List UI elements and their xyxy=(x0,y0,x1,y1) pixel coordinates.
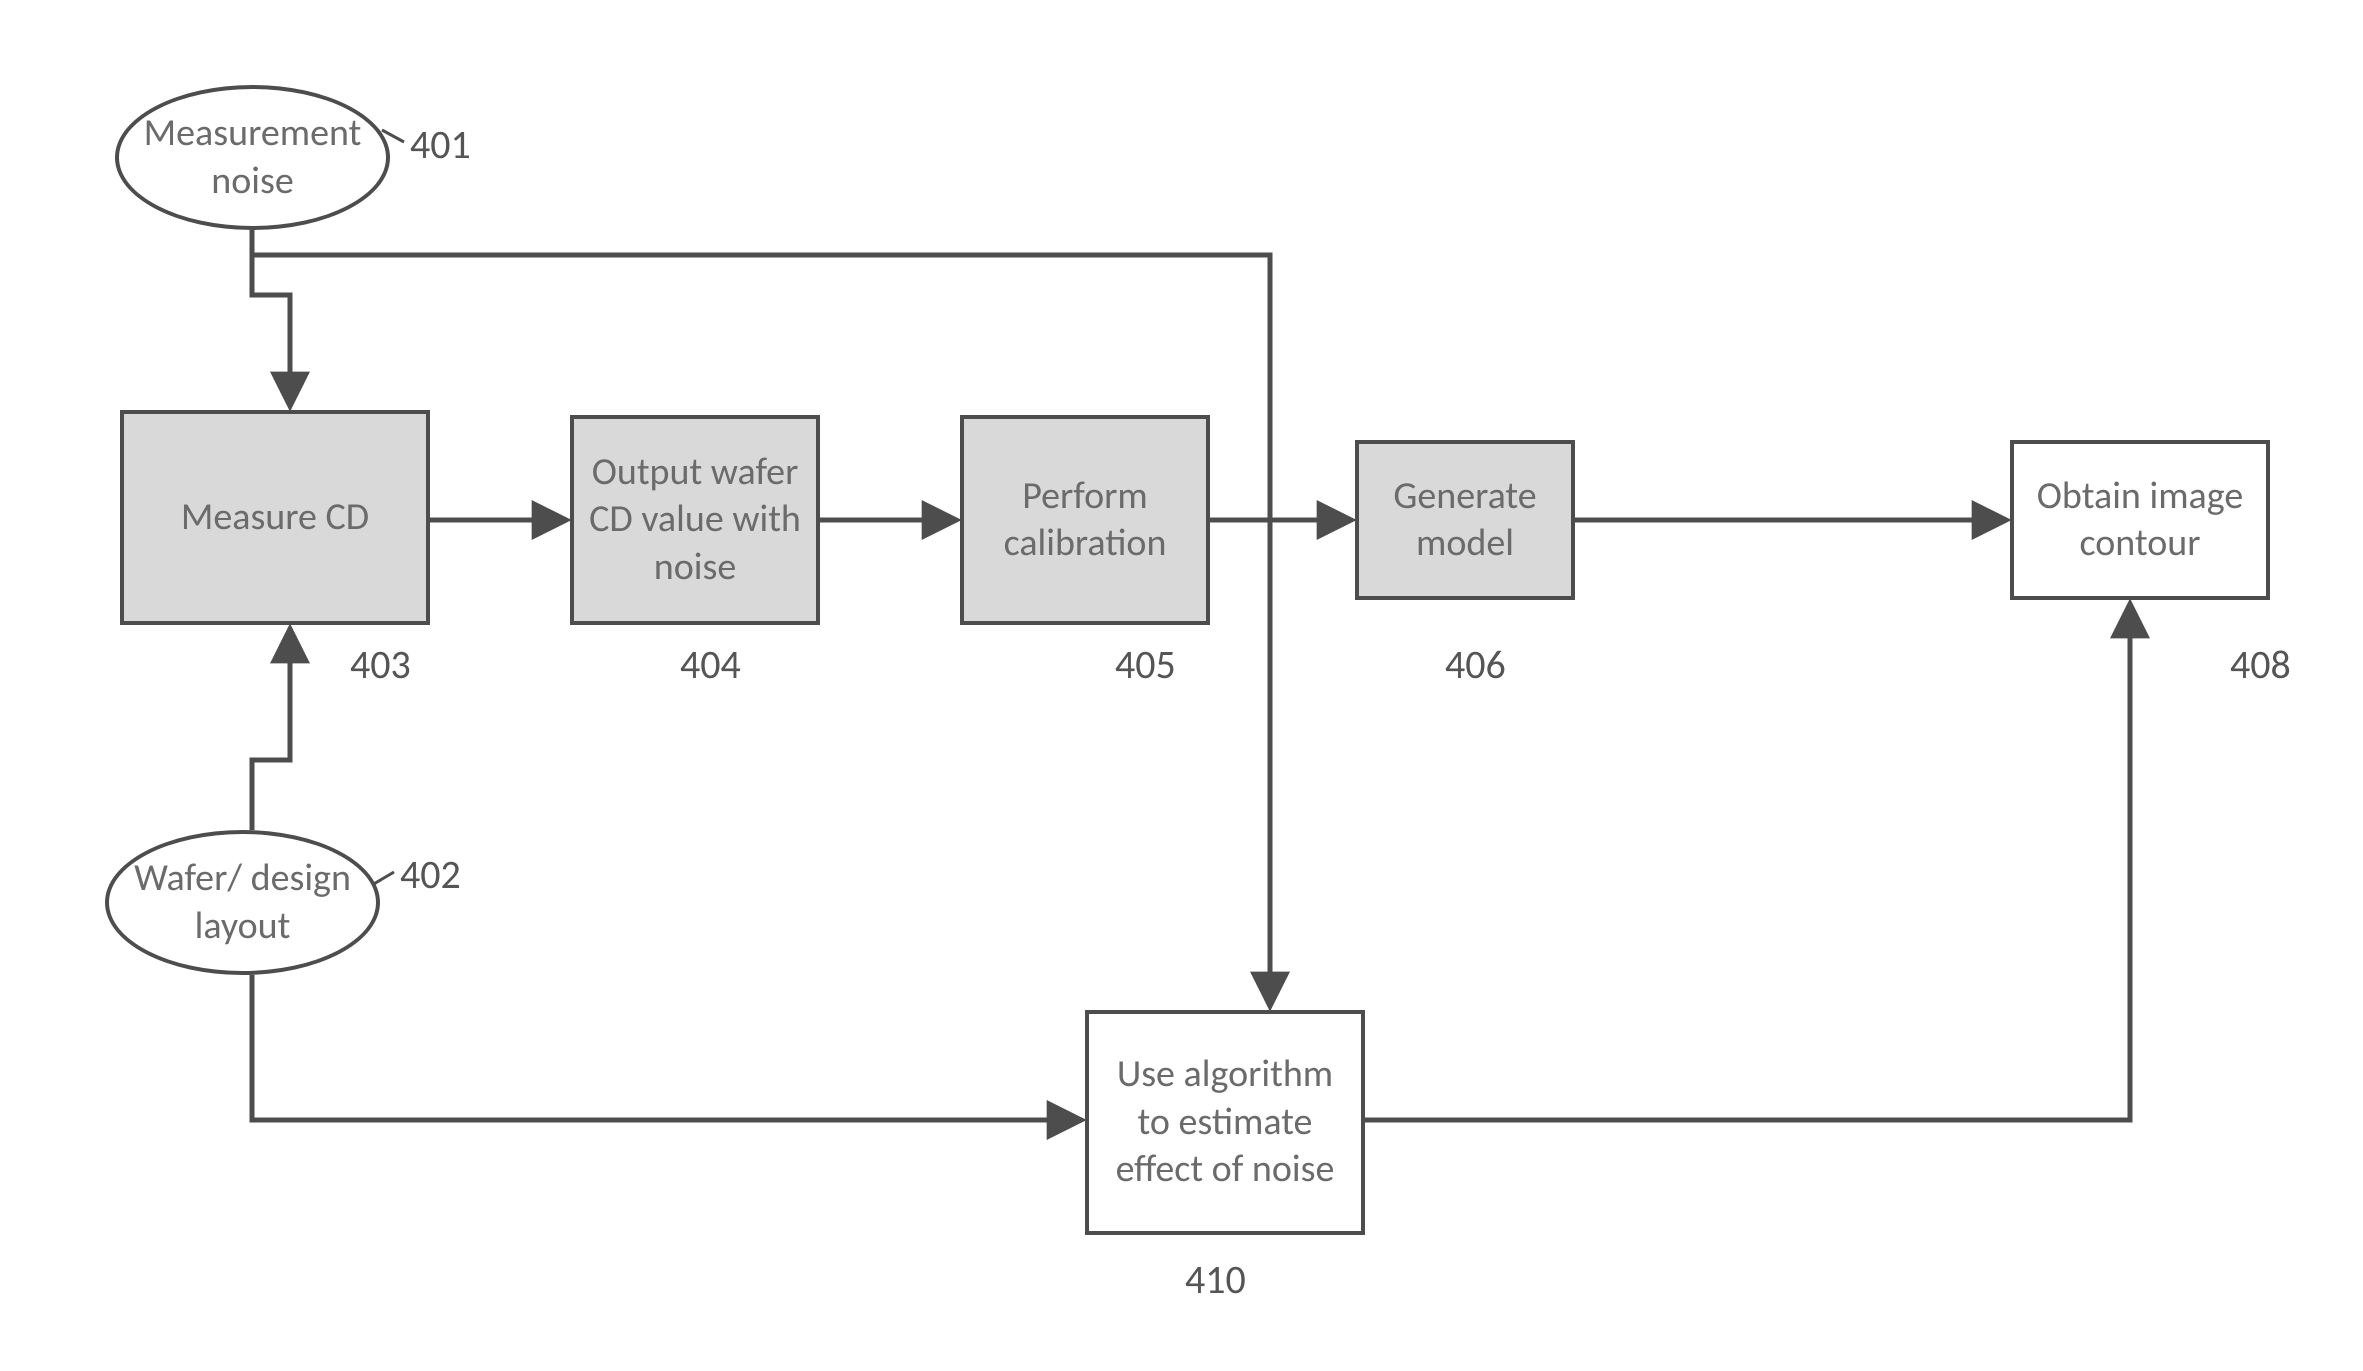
node-label-n403: Measure CD xyxy=(134,494,416,542)
node-n404: Output wafer CD value with noise xyxy=(570,415,820,625)
edge-n402_branch-to-n410 xyxy=(252,975,1080,1120)
ref-label-n406: 406 xyxy=(1445,640,1506,689)
node-n410: Use algorithm to estimate effect of nois… xyxy=(1085,1010,1365,1235)
ref-label-n403: 403 xyxy=(350,640,411,689)
node-n408: Obtain image contour xyxy=(2010,440,2270,600)
ref-label-n402: 402 xyxy=(400,850,461,899)
node-n403: Measure CD xyxy=(120,410,430,625)
ref-label-n410: 410 xyxy=(1185,1255,1246,1304)
edge-n401-to-n403 xyxy=(252,230,290,405)
node-n402: Wafer/ design layout xyxy=(105,830,380,975)
node-n401: Measurement noise xyxy=(115,85,390,230)
node-n405: Perform calibration xyxy=(960,415,1210,625)
ref-label-n404: 404 xyxy=(680,640,741,689)
node-n406: Generate model xyxy=(1355,440,1575,600)
edge-n402-to-n403 xyxy=(252,630,290,830)
node-label-n401: Measurement noise xyxy=(129,110,376,205)
flowchart-stage: Measurement noise 401 Wafer/ design layout… xyxy=(0,0,2363,1371)
node-label-n402: Wafer/ design layout xyxy=(119,855,366,950)
node-label-n410: Use algorithm to estimate effect of nois… xyxy=(1099,1051,1351,1194)
ref-label-n408: 408 xyxy=(2230,640,2291,689)
ref-label-n401: 401 xyxy=(410,120,471,169)
node-label-n406: Generate model xyxy=(1369,473,1561,568)
node-label-n405: Perform calibration xyxy=(974,473,1196,568)
ref-label-n405: 405 xyxy=(1115,640,1176,689)
node-label-n404: Output wafer CD value with noise xyxy=(584,449,806,592)
node-label-n408: Obtain image contour xyxy=(2024,473,2256,568)
